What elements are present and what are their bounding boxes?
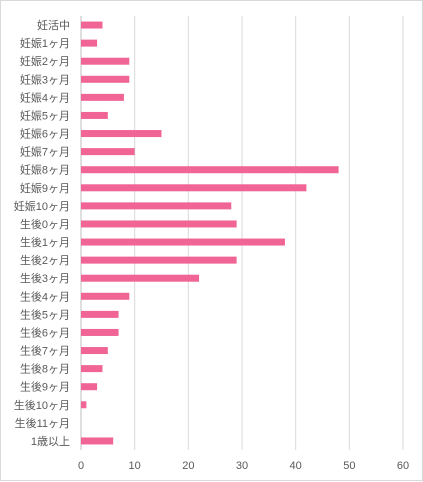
- category-label: 妊娠4ヶ月: [20, 90, 70, 104]
- x-tick-label: 60: [397, 460, 409, 472]
- bar: [81, 166, 339, 174]
- x-tick-label: 30: [236, 460, 248, 472]
- category-label: 生後8ヶ月: [20, 362, 70, 376]
- category-label: 生後5ヶ月: [20, 307, 70, 321]
- category-label: 妊娠8ヶ月: [20, 163, 70, 177]
- category-label: 生後7ヶ月: [20, 344, 70, 358]
- x-tick-label: 40: [290, 460, 302, 472]
- bar: [81, 93, 124, 101]
- bar: [81, 256, 237, 264]
- x-axis-tick-labels: 0 10 20 30 40 50 60: [78, 460, 409, 472]
- category-label: 妊娠2ヶ月: [20, 54, 70, 68]
- category-label: 妊活中: [37, 18, 70, 32]
- category-label: 妊娠10ヶ月: [14, 199, 70, 213]
- category-label: 妊娠7ヶ月: [20, 145, 70, 159]
- x-tick-label: 10: [129, 460, 141, 472]
- bar: [81, 310, 119, 318]
- x-tick-label: 50: [343, 460, 355, 472]
- bar: [81, 383, 98, 391]
- bar: [81, 437, 114, 445]
- category-label: 妊娠6ヶ月: [20, 127, 70, 141]
- category-label: 妊娠5ヶ月: [20, 108, 70, 122]
- x-tick-label: 0: [78, 460, 84, 472]
- bar: [81, 328, 119, 336]
- bar: [81, 111, 108, 119]
- bar: [81, 75, 130, 83]
- bar: [81, 220, 237, 228]
- bar: [81, 274, 200, 282]
- bar: [81, 148, 135, 156]
- category-label: 生後10ヶ月: [14, 398, 70, 412]
- bar: [81, 21, 103, 29]
- category-label: 生後1ヶ月: [20, 235, 70, 249]
- bar: [81, 57, 130, 65]
- bars: [81, 21, 339, 445]
- bar: [81, 347, 108, 355]
- category-label: 生後4ヶ月: [20, 289, 70, 303]
- category-label: 生後0ヶ月: [20, 217, 70, 231]
- category-label: 生後11ヶ月: [15, 416, 70, 430]
- category-label: 生後3ヶ月: [20, 271, 70, 285]
- x-tick-label: 20: [182, 460, 194, 472]
- category-label: 妊娠1ヶ月: [20, 36, 70, 50]
- category-labels: 妊活中妊娠1ヶ月妊娠2ヶ月妊娠3ヶ月妊娠4ヶ月妊娠5ヶ月妊娠6ヶ月妊娠7ヶ月妊娠…: [14, 18, 70, 448]
- gridlines: [80, 16, 404, 450]
- bar: [81, 365, 103, 373]
- bar: [81, 202, 232, 210]
- category-label: 生後6ヶ月: [20, 325, 70, 339]
- bar: [81, 184, 307, 192]
- bar: [81, 130, 162, 138]
- category-label: 生後9ヶ月: [20, 380, 70, 394]
- category-label: 生後2ヶ月: [20, 253, 70, 267]
- category-label: 1歳以上: [31, 435, 70, 448]
- bar: [81, 401, 87, 409]
- category-label: 妊娠3ヶ月: [20, 72, 70, 86]
- bar: [81, 39, 98, 47]
- category-label: 妊娠9ヶ月: [20, 181, 70, 195]
- bar: [81, 292, 130, 300]
- bar: [81, 238, 285, 246]
